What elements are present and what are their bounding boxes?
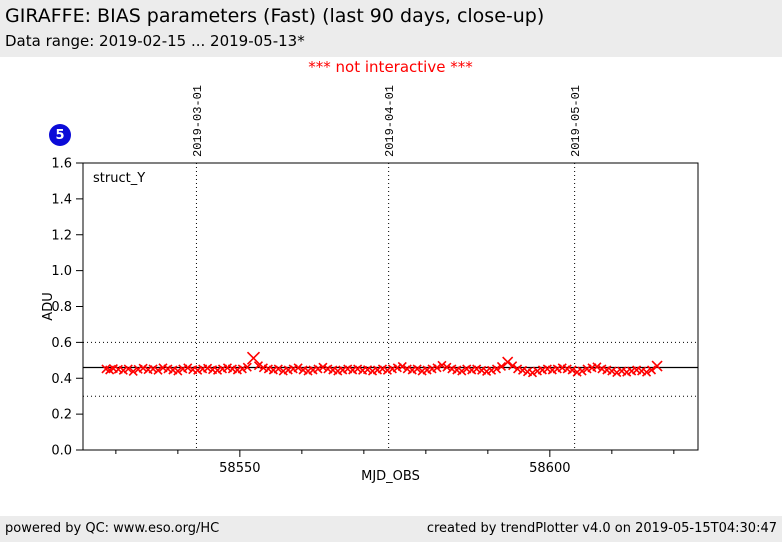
data-point: [592, 362, 602, 372]
data-range: Data range: 2019-02-15 ... 2019-05-13*: [5, 32, 305, 50]
y-tick-label: 0.0: [51, 444, 72, 459]
data-point: [237, 364, 247, 374]
y-tick-label: 1.2: [51, 228, 72, 243]
data-point: [313, 364, 323, 374]
data-point: [567, 365, 577, 375]
data-point: [246, 351, 261, 365]
data-point: [641, 367, 652, 377]
month-gridline-label: 2019-03-01: [191, 85, 205, 157]
footer-powered-by: powered by QC: www.eso.org/HC: [5, 521, 220, 536]
data-point: [457, 366, 467, 376]
month-gridline-label: 2019-05-01: [569, 85, 583, 157]
y-tick-label: 0.2: [51, 408, 72, 423]
data-point: [173, 366, 183, 376]
data-point: [646, 365, 657, 375]
data-point: [491, 364, 502, 374]
footer: powered by QC: www.eso.org/HC created by…: [0, 516, 782, 542]
y-tick-label: 1.4: [51, 192, 72, 207]
data-point: [273, 364, 283, 374]
month-gridline-label: 2019-04-01: [383, 85, 397, 157]
plot-border: [82, 162, 699, 451]
data-point: [183, 363, 193, 373]
page-number-badge[interactable]: 5: [49, 124, 71, 146]
y-tick-label: 0.4: [51, 372, 72, 387]
not-interactive-notice: *** not interactive ***: [308, 58, 473, 76]
y-tick-label: 1.0: [51, 264, 72, 279]
x-tick-label: 58600: [529, 461, 570, 476]
header: GIRAFFE: BIAS parameters (Fast) (last 90…: [0, 0, 782, 57]
data-point: [442, 362, 452, 372]
x-tick-label: 58550: [219, 461, 260, 476]
data-point: [508, 361, 518, 371]
page-title: GIRAFFE: BIAS parameters (Fast) (last 90…: [5, 5, 545, 27]
y-tick-label: 0.6: [51, 336, 72, 351]
data-point: [123, 364, 133, 374]
y-tick-label: 0.8: [51, 300, 72, 315]
data-point: [318, 362, 328, 372]
series-label: struct_Y: [93, 171, 145, 186]
y-tick-label: 1.6: [51, 157, 72, 172]
data-point: [437, 360, 447, 370]
data-point: [293, 363, 303, 373]
data-point: [397, 361, 407, 371]
data-point: [128, 366, 138, 376]
footer-created-by: created by trendPlotter v4.0 on 2019-05-…: [426, 521, 777, 536]
data-point: [242, 362, 252, 372]
data-point: [432, 363, 442, 373]
data-point: [412, 364, 422, 374]
data-point: [496, 361, 507, 371]
data-point: [527, 368, 538, 378]
data-point: [651, 360, 663, 372]
data-point: [502, 356, 514, 368]
x-axis-title: MJD_OBS: [361, 469, 420, 484]
data-point: [253, 361, 264, 371]
data-point: [153, 365, 163, 375]
data-point: [577, 366, 587, 376]
y-axis-title: ADU: [41, 292, 56, 320]
